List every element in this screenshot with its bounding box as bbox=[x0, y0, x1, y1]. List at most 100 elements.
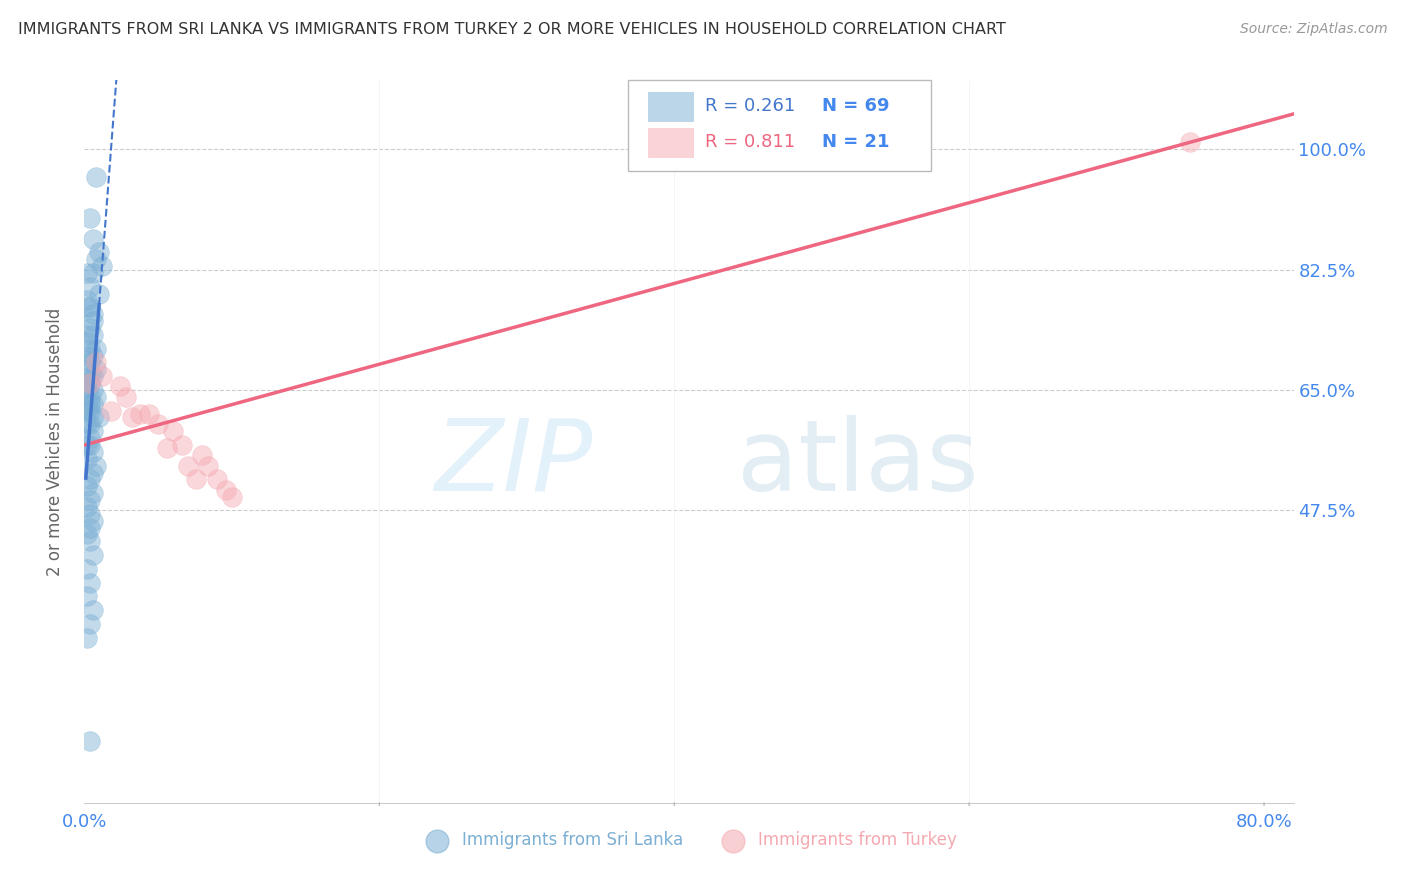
Point bbox=[76, 479, 98, 493]
Point bbox=[76, 301, 98, 315]
Point bbox=[82, 383, 104, 397]
FancyBboxPatch shape bbox=[628, 80, 931, 170]
Point bbox=[76, 500, 98, 514]
Point bbox=[82, 231, 104, 245]
Point bbox=[91, 259, 114, 273]
Point bbox=[79, 734, 101, 748]
FancyBboxPatch shape bbox=[648, 92, 693, 120]
Text: ZIP: ZIP bbox=[434, 415, 592, 512]
Point bbox=[79, 211, 101, 225]
Point bbox=[146, 417, 169, 432]
Point bbox=[76, 403, 98, 417]
Point bbox=[82, 486, 104, 500]
Point bbox=[84, 458, 107, 473]
Point bbox=[82, 445, 104, 459]
Point bbox=[82, 314, 104, 328]
Point bbox=[82, 603, 104, 617]
Point bbox=[84, 362, 107, 376]
Point bbox=[138, 407, 160, 421]
Point bbox=[121, 410, 143, 425]
Point bbox=[79, 438, 101, 452]
Y-axis label: 2 or more Vehicles in Household: 2 or more Vehicles in Household bbox=[45, 308, 63, 575]
Text: N = 21: N = 21 bbox=[823, 133, 890, 151]
Point bbox=[76, 438, 98, 452]
Point bbox=[205, 472, 228, 486]
Point bbox=[82, 424, 104, 438]
Text: R = 0.811: R = 0.811 bbox=[704, 133, 794, 151]
Point bbox=[176, 458, 198, 473]
Point bbox=[87, 245, 110, 260]
Point bbox=[108, 379, 131, 393]
Point bbox=[186, 472, 208, 486]
Point bbox=[79, 507, 101, 521]
Point bbox=[79, 397, 101, 411]
Text: R = 0.261: R = 0.261 bbox=[704, 96, 794, 114]
Point bbox=[76, 327, 98, 342]
Point bbox=[79, 390, 101, 404]
Point bbox=[79, 493, 101, 508]
Point bbox=[84, 342, 107, 356]
Point bbox=[79, 321, 101, 335]
Point bbox=[82, 466, 104, 480]
Point bbox=[84, 355, 107, 369]
Point bbox=[79, 472, 101, 486]
Point bbox=[76, 376, 98, 390]
Text: N = 69: N = 69 bbox=[823, 96, 890, 114]
Point bbox=[170, 438, 193, 452]
Point bbox=[82, 349, 104, 363]
Point bbox=[191, 448, 214, 462]
Point bbox=[82, 410, 104, 425]
Point bbox=[197, 458, 219, 473]
Point bbox=[79, 431, 101, 445]
Point bbox=[79, 376, 101, 390]
Point bbox=[162, 424, 184, 438]
Point bbox=[82, 548, 104, 562]
Point bbox=[76, 349, 98, 363]
Point bbox=[1180, 135, 1202, 149]
Point bbox=[82, 397, 104, 411]
Point bbox=[76, 451, 98, 466]
Point bbox=[100, 403, 122, 417]
Point bbox=[79, 534, 101, 549]
Point bbox=[76, 397, 98, 411]
Point bbox=[82, 307, 104, 321]
Point bbox=[76, 362, 98, 376]
Point bbox=[84, 252, 107, 267]
Point bbox=[91, 369, 114, 384]
Point bbox=[129, 407, 152, 421]
Point bbox=[79, 376, 101, 390]
Point bbox=[79, 417, 101, 432]
Point bbox=[79, 279, 101, 293]
Point bbox=[76, 383, 98, 397]
Point bbox=[82, 266, 104, 280]
Text: IMMIGRANTS FROM SRI LANKA VS IMMIGRANTS FROM TURKEY 2 OR MORE VEHICLES IN HOUSEH: IMMIGRANTS FROM SRI LANKA VS IMMIGRANTS … bbox=[18, 22, 1007, 37]
Point bbox=[84, 390, 107, 404]
Point bbox=[76, 590, 98, 604]
Point bbox=[79, 355, 101, 369]
Point bbox=[82, 369, 104, 384]
Point bbox=[76, 334, 98, 349]
Point bbox=[114, 390, 136, 404]
Text: atlas: atlas bbox=[737, 415, 979, 512]
Point bbox=[84, 169, 107, 184]
Point bbox=[79, 342, 101, 356]
Point bbox=[79, 520, 101, 534]
Point bbox=[82, 514, 104, 528]
Point bbox=[76, 631, 98, 645]
Point bbox=[156, 442, 179, 456]
Point bbox=[76, 527, 98, 541]
Point bbox=[82, 327, 104, 342]
Point bbox=[79, 403, 101, 417]
Point bbox=[79, 616, 101, 631]
Point bbox=[76, 562, 98, 576]
Point bbox=[79, 301, 101, 315]
Point bbox=[87, 286, 110, 301]
Legend: Immigrants from Sri Lanka, Immigrants from Turkey: Immigrants from Sri Lanka, Immigrants fr… bbox=[413, 824, 965, 856]
Text: Source: ZipAtlas.com: Source: ZipAtlas.com bbox=[1240, 22, 1388, 37]
Point bbox=[76, 417, 98, 432]
Point bbox=[221, 490, 243, 504]
Point bbox=[79, 575, 101, 590]
Point bbox=[215, 483, 238, 497]
Point bbox=[76, 293, 98, 308]
FancyBboxPatch shape bbox=[648, 128, 693, 157]
